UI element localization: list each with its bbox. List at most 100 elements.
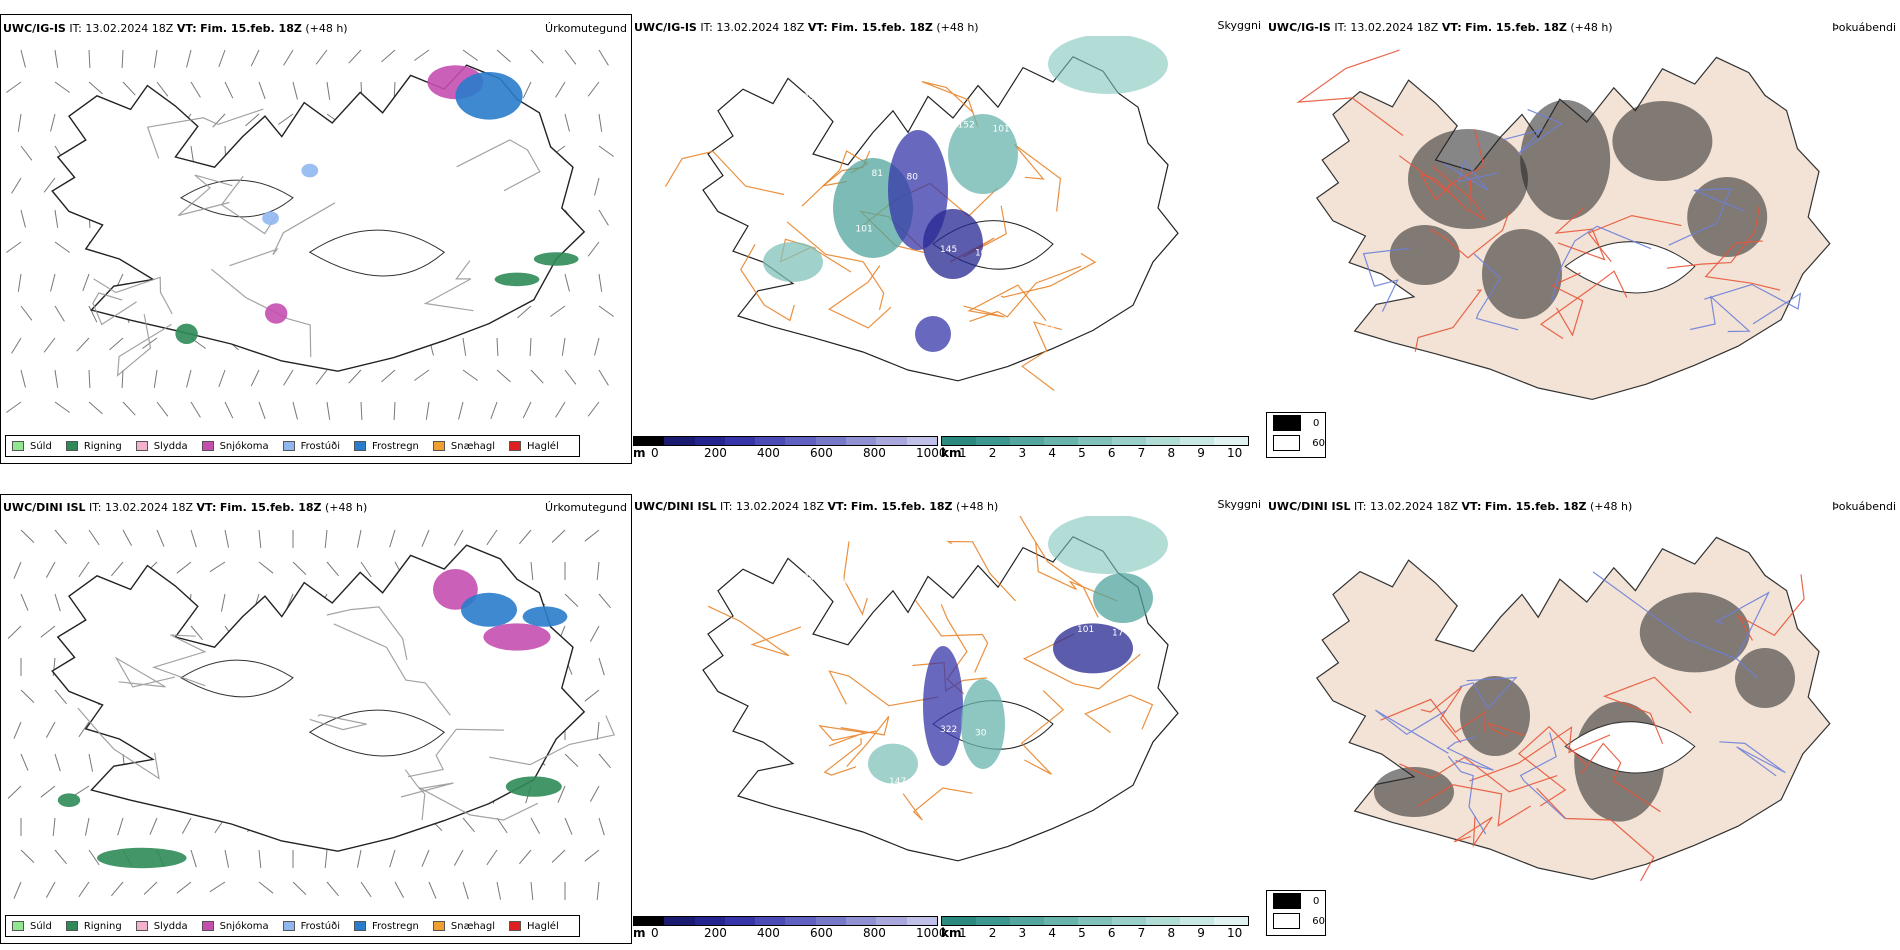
wind-barb [88, 305, 98, 323]
wind-barb [88, 849, 100, 866]
colorbar-cell [846, 437, 877, 445]
visibility-value-label: 55 [1026, 677, 1037, 687]
wind-barb [393, 401, 396, 421]
legend-label: Snjókoma [219, 440, 269, 452]
ceiling-colorbar: m 0 200 400 600 800 1000 [633, 916, 947, 940]
colorbar-tick: 800 [863, 926, 886, 940]
legend-swatch [12, 441, 24, 451]
road-line [1398, 129, 1485, 194]
colorbar-tick: 400 [757, 926, 780, 940]
vt-label: VT: [196, 501, 217, 514]
road-line [1581, 742, 1661, 813]
wind-barb [428, 881, 437, 899]
wind-barb [496, 369, 511, 383]
legend-label: Snæhagl [450, 920, 496, 932]
colorbar-tick: 9 [1197, 446, 1205, 460]
colorbar-cell [755, 917, 786, 925]
visibility-value-label: 211 [1112, 148, 1129, 158]
road-line [1375, 709, 1449, 754]
wind-barb [598, 305, 614, 317]
road-line [1602, 676, 1692, 745]
wind-barb [496, 881, 502, 900]
road-line [1443, 159, 1499, 191]
panel-header: UWC/DINI ISL IT: 13.02.2024 18Z VT: Fim.… [3, 501, 367, 514]
wind-barb [258, 881, 274, 894]
visibility-area [915, 316, 951, 352]
fog-area [1460, 676, 1530, 756]
precip-area [433, 569, 478, 610]
precip-legend-item: Snjókoma [201, 440, 269, 452]
it-value: 13.02.2024 18Z [105, 501, 194, 514]
colorbar-tick: 600 [810, 926, 833, 940]
legend-swatch [65, 441, 78, 451]
road-line [1399, 756, 1558, 793]
colorbar-labels: m 0 200 400 600 800 1000 [633, 446, 947, 460]
road-line [309, 713, 367, 731]
visibility-value-label: 70 [821, 221, 833, 231]
colorbar-cell [976, 917, 1010, 925]
road-line [823, 738, 862, 776]
visibility-value-label: 101 [1077, 625, 1094, 635]
coastline [51, 544, 586, 852]
wind-barb [551, 849, 566, 863]
panel-header: UWC/IG-IS IT: 13.02.2024 18Z VT: Fim. 15… [3, 22, 348, 35]
colorbar-tick: 7 [1137, 926, 1146, 940]
wind-barb [78, 561, 90, 578]
wind-barb [45, 881, 56, 899]
legend-swatch [354, 441, 366, 451]
wind-barb [20, 209, 26, 228]
precip-type-panel-bottom: UWC/DINI ISL IT: 13.02.2024 18Z VT: Fim.… [0, 494, 632, 944]
wind-barb [519, 529, 532, 545]
colorbar-cells [633, 916, 938, 926]
wind-barb [381, 369, 396, 383]
wind-barb [218, 369, 226, 388]
wind-barb [176, 561, 192, 574]
model-name: UWC/DINI ISL [634, 500, 717, 513]
it-label: IT: [89, 501, 102, 514]
wind-barb [453, 849, 464, 867]
wind-barb [360, 881, 372, 898]
wind-barb [7, 785, 22, 799]
road-line [77, 707, 160, 780]
wind-barb [78, 721, 90, 738]
wind-barb [258, 561, 274, 574]
fog-area [1374, 767, 1454, 817]
colorbar-tick: 5 [1078, 446, 1086, 460]
coastline [1315, 536, 1831, 881]
lead-time: (+48 h) [305, 22, 348, 35]
visibility-value-label: 64 [1044, 324, 1056, 334]
precip-legend-item: Rigning [65, 440, 122, 452]
wind-barb [555, 401, 566, 418]
colorbar-cell [1044, 437, 1078, 445]
precip-area [57, 793, 81, 807]
fog-legend-item: 0 [1267, 891, 1325, 911]
road-line [1362, 247, 1410, 312]
glacier-outline [308, 709, 446, 757]
colorbar-cell [755, 437, 786, 445]
wind-barb [186, 369, 192, 388]
colorbar-cell [1180, 437, 1214, 445]
wind-barb [212, 113, 226, 128]
legend-label: Frostregn [372, 920, 419, 932]
road-line [740, 244, 795, 322]
wind-barb [17, 113, 22, 132]
legend-label: Rigning [83, 440, 122, 452]
legend-swatch [354, 921, 366, 931]
panel-title: Skyggni [1217, 498, 1261, 511]
visibility-value-label: 147 [889, 777, 906, 787]
wind-barb [20, 593, 29, 611]
road-line [1587, 214, 1682, 263]
road-line [1380, 698, 1487, 734]
colorbar-cell [976, 437, 1010, 445]
wind-barb [121, 49, 124, 69]
wind-barb [245, 113, 260, 127]
fog-legend-label: 60 [1312, 437, 1325, 449]
wind-barb [176, 881, 192, 894]
road-line [1517, 725, 1586, 807]
vt-label: VT: [1461, 500, 1482, 513]
it-label: IT: [720, 500, 733, 513]
wind-barb [550, 305, 566, 317]
model-name: UWC/DINI ISL [1268, 500, 1351, 513]
road-line [786, 221, 885, 311]
wind-barb [529, 337, 532, 357]
